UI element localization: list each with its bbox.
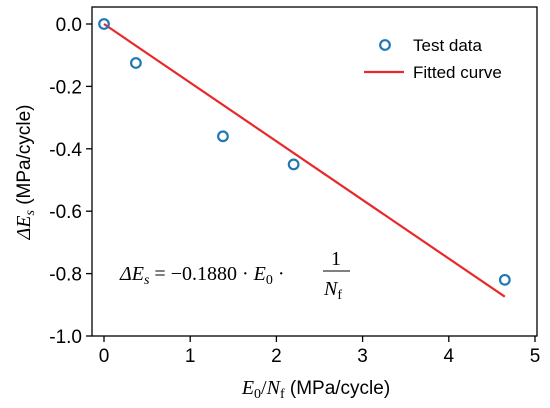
test-data-point: [98, 18, 110, 30]
y-tick-label: -0.2: [49, 77, 82, 98]
test-data-point: [498, 273, 511, 286]
y-tick-label: -0.6: [49, 202, 82, 223]
x-tick-label: 2: [271, 346, 282, 367]
y-tick-label: 0.0: [56, 15, 82, 36]
axis-ticks: [86, 23, 536, 342]
y-axis-label: ΔEs (MPa/cycle): [13, 105, 38, 241]
fitted-curve-line: [103, 23, 506, 298]
x-tick-label: 0: [99, 346, 110, 367]
x-tick-label: 3: [357, 346, 368, 367]
plot-frame: [91, 6, 538, 337]
y-tick-labels: 0.0 -0.2 -0.4 -0.6 -0.8 -1.0: [49, 15, 82, 348]
x-tick-label: 5: [530, 346, 541, 367]
x-tick-labels: 0 1 2 3 4 5: [99, 346, 541, 367]
legend-label-test-data: Test data: [413, 36, 483, 55]
y-tick-label: -0.4: [49, 140, 82, 161]
fit-equation: ΔEs = −0.1880 · E0 · 1 Nf: [119, 248, 350, 303]
data-points-layer: [98, 18, 511, 286]
svg-text:Nf: Nf: [323, 278, 342, 303]
x-tick-label: 4: [444, 346, 455, 367]
test-data-point: [129, 57, 142, 69]
x-axis-label: E0/Nf (MPa/cycle): [241, 377, 390, 402]
fitted-line-layer: [103, 23, 506, 298]
y-tick-label: -1.0: [49, 327, 82, 348]
legend-label-fitted-curve: Fitted curve: [413, 63, 502, 82]
legend: Test data Fitted curve: [364, 36, 502, 82]
legend-marker-test-data: [379, 39, 391, 51]
y-tick-label: -0.8: [49, 265, 82, 286]
test-data-point: [287, 158, 300, 171]
test-data-point: [217, 130, 229, 143]
svg-text:1: 1: [331, 248, 341, 270]
svg-text:ΔEs = −0.1880 · E0 ·: ΔEs = −0.1880 · E0 ·: [119, 263, 285, 288]
x-tick-label: 1: [185, 346, 196, 367]
